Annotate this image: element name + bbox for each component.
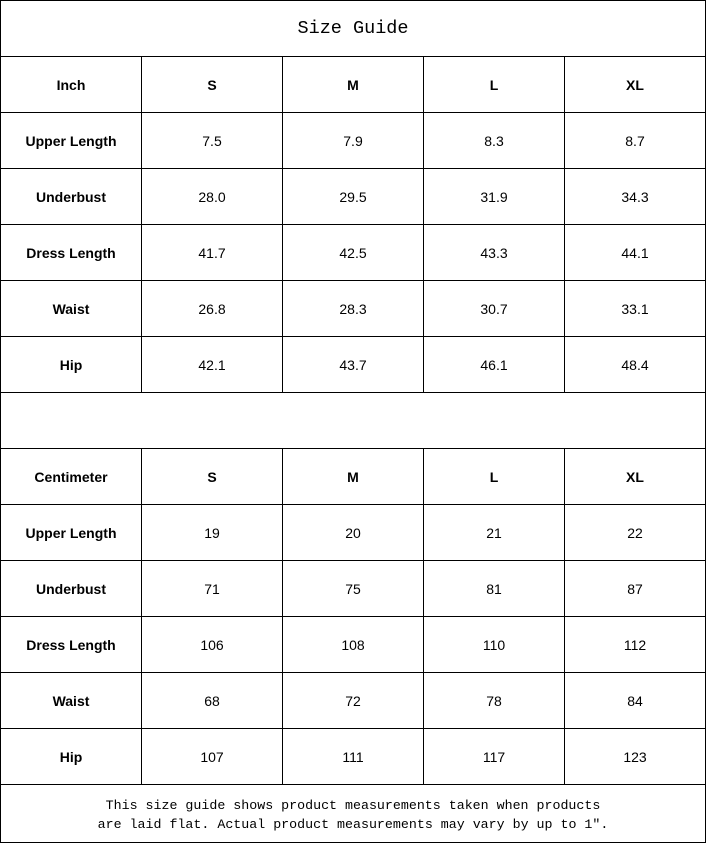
measurement-label: Waist [0,672,142,729]
table-row: Dress Length 41.7 42.5 43.3 44.1 [0,224,706,281]
measurement-label: Upper Length [0,504,142,561]
size-header: XL [564,56,706,113]
table-row: Upper Length 7.5 7.9 8.3 8.7 [0,112,706,169]
size-note: This size guide shows product measuremen… [0,784,706,843]
header-row: Centimeter S M L XL [0,448,706,505]
measurement-value: 44.1 [564,224,706,281]
measurement-label: Hip [0,728,142,785]
title-row: Size Guide [0,0,706,57]
measurement-value: 43.7 [282,336,424,393]
note-line-1: This size guide shows product measuremen… [105,797,601,813]
measurement-value: 48.4 [564,336,706,393]
measurement-value: 41.7 [141,224,283,281]
measurement-value: 22 [564,504,706,561]
note-row: This size guide shows product measuremen… [0,784,706,843]
size-header: M [282,56,424,113]
measurement-value: 108 [282,616,424,673]
measurement-label: Upper Length [0,112,142,169]
measurement-value: 43.3 [423,224,565,281]
measurement-value: 111 [282,728,424,785]
measurement-value: 30.7 [423,280,565,337]
measurement-value: 42.1 [141,336,283,393]
size-header: M [282,448,424,505]
measurement-label: Waist [0,280,142,337]
unit-header: Centimeter [0,448,142,505]
measurement-value: 68 [141,672,283,729]
spacer-cell [0,392,706,449]
measurement-value: 123 [564,728,706,785]
note-line-2: are laid flat. Actual product measuremen… [97,816,609,832]
measurement-value: 28.0 [141,168,283,225]
size-header: S [141,448,283,505]
measurement-value: 110 [423,616,565,673]
measurement-value: 7.9 [282,112,424,169]
table-row: Hip 42.1 43.7 46.1 48.4 [0,336,706,393]
measurement-value: 81 [423,560,565,617]
size-header: L [423,448,565,505]
measurement-value: 21 [423,504,565,561]
size-header: XL [564,448,706,505]
measurement-value: 19 [141,504,283,561]
measurement-value: 84 [564,672,706,729]
measurement-value: 71 [141,560,283,617]
measurement-value: 34.3 [564,168,706,225]
measurement-value: 42.5 [282,224,424,281]
spacer-row [0,392,706,449]
table-row: Waist 68 72 78 84 [0,672,706,729]
table-row: Underbust 71 75 81 87 [0,560,706,617]
measurement-value: 7.5 [141,112,283,169]
measurement-value: 20 [282,504,424,561]
table-row: Hip 107 111 117 123 [0,728,706,785]
measurement-value: 8.7 [564,112,706,169]
measurement-value: 106 [141,616,283,673]
measurement-value: 31.9 [423,168,565,225]
size-header: L [423,56,565,113]
measurement-value: 117 [423,728,565,785]
measurement-value: 26.8 [141,280,283,337]
table-row: Underbust 28.0 29.5 31.9 34.3 [0,168,706,225]
measurement-value: 8.3 [423,112,565,169]
measurement-value: 112 [564,616,706,673]
measurement-label: Dress Length [0,224,142,281]
measurement-value: 75 [282,560,424,617]
measurement-value: 78 [423,672,565,729]
measurement-label: Hip [0,336,142,393]
measurement-label: Underbust [0,560,142,617]
measurement-value: 33.1 [564,280,706,337]
table-row: Dress Length 106 108 110 112 [0,616,706,673]
table-row: Upper Length 19 20 21 22 [0,504,706,561]
table-row: Waist 26.8 28.3 30.7 33.1 [0,280,706,337]
measurement-label: Underbust [0,168,142,225]
size-header: S [141,56,283,113]
measurement-value: 72 [282,672,424,729]
measurement-value: 107 [141,728,283,785]
measurement-value: 87 [564,560,706,617]
measurement-value: 46.1 [423,336,565,393]
measurement-value: 29.5 [282,168,424,225]
page-title: Size Guide [0,0,706,57]
header-row: Inch S M L XL [0,56,706,113]
unit-header: Inch [0,56,142,113]
measurement-value: 28.3 [282,280,424,337]
measurement-label: Dress Length [0,616,142,673]
